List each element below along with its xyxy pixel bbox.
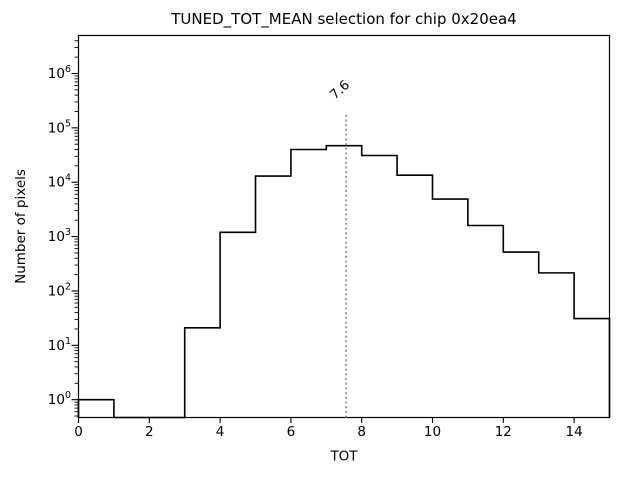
y-tick-label: 105	[48, 118, 71, 136]
y-ticks: 100 101 102 103 104 105 106	[48, 40, 79, 417]
x-ticks: 0 2 4 6 8 10 12 14	[74, 417, 583, 440]
y-axis-label: Number of pixels	[13, 169, 29, 284]
x-tick-label: 12	[495, 424, 512, 440]
y-tick-label: 103	[48, 227, 71, 245]
x-tick-label: 8	[357, 424, 366, 440]
threshold-label: 7.6	[328, 78, 353, 103]
y-tick-label: 102	[48, 281, 71, 299]
chart-title: TUNED_TOT_MEAN selection for chip 0x20ea…	[170, 10, 516, 29]
plot-generated: 0 2 4 6 8 10 12 14 100 101 102 103 104 105 106 7.6	[48, 34, 611, 440]
plot-border	[77, 34, 611, 419]
y-tick-label: 101	[48, 336, 71, 354]
y-tick-label: 104	[48, 173, 71, 191]
x-tick-label: 0	[74, 424, 83, 440]
x-tick-label: 2	[145, 424, 154, 440]
x-axis-label: TOT	[329, 449, 358, 465]
x-tick-label: 14	[566, 424, 583, 440]
y-tick-label: 106	[48, 64, 71, 82]
histogram-outline	[77, 144, 611, 419]
x-tick-label: 10	[424, 424, 441, 440]
x-tick-label: 4	[216, 424, 225, 440]
x-tick-label: 6	[287, 424, 296, 440]
y-tick-label: 100	[48, 390, 71, 408]
